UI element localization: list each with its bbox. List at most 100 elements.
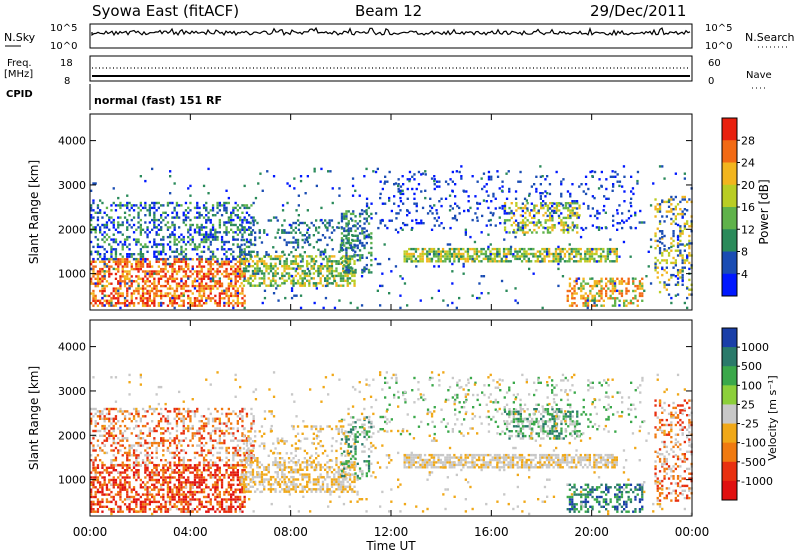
- echo-cell: [223, 206, 226, 210]
- echo-cell: [105, 486, 109, 489]
- echo-cell: [182, 240, 185, 244]
- echo-cell: [198, 260, 201, 263]
- echo-cell: [196, 505, 199, 508]
- echo-cell: [688, 239, 691, 243]
- echo-cell: [230, 508, 233, 511]
- echo-cell: [337, 260, 340, 263]
- echo-cell: [292, 246, 295, 249]
- echo-cell: [234, 488, 237, 491]
- echo-cell: [245, 260, 248, 263]
- echo-cell: [567, 209, 570, 212]
- echo-cell: [413, 202, 416, 205]
- echo-cell: [112, 260, 115, 263]
- echo-cell: [469, 247, 472, 251]
- echo-cell: [345, 222, 348, 225]
- echo-cell: [683, 195, 686, 199]
- echo-cell: [654, 239, 657, 243]
- echo-cell: [686, 287, 689, 290]
- echo-cell: [293, 177, 296, 180]
- echo-cell: [207, 233, 210, 236]
- echo-cell: [112, 510, 115, 513]
- echo-cell: [367, 271, 371, 274]
- echo-cell: [225, 267, 228, 271]
- echo-cell: [230, 279, 233, 283]
- echo-cell: [144, 280, 147, 283]
- echo-cell: [241, 257, 244, 261]
- echo-cell: [135, 493, 138, 496]
- echo-cell: [216, 204, 219, 207]
- echo-cell: [146, 466, 149, 469]
- echo-cell: [96, 250, 100, 253]
- echo-cell: [191, 292, 194, 295]
- echo-cell: [105, 427, 109, 430]
- echo-cell: [435, 252, 438, 256]
- echo-cell: [347, 237, 350, 240]
- echo-cell: [119, 498, 122, 501]
- echo-cell: [148, 263, 151, 266]
- echo-cell: [661, 259, 664, 262]
- echo-cell: [214, 481, 217, 484]
- echo-cell: [105, 432, 109, 435]
- echo-cell: [567, 216, 570, 220]
- echo-cell: [462, 262, 465, 266]
- echo-cell: [160, 420, 163, 423]
- echo-cell: [184, 500, 188, 504]
- echo-cell: [254, 219, 257, 222]
- echo-cell: [630, 190, 633, 193]
- echo-cell: [144, 508, 147, 511]
- echo-cell: [218, 304, 221, 307]
- echo-cell: [363, 266, 366, 269]
- echo-cell: [322, 257, 325, 261]
- echo-cell: [313, 167, 316, 171]
- echo-cell: [520, 252, 524, 256]
- echo-cell: [198, 473, 201, 477]
- echo-cell: [223, 490, 226, 494]
- echo-cell: [412, 252, 415, 256]
- echo-cell: [458, 170, 461, 174]
- echo-cell: [189, 194, 192, 197]
- echo-cell: [117, 490, 120, 494]
- echo-cell: [114, 240, 118, 244]
- echo-cell: [92, 476, 95, 479]
- echo-cell: [283, 253, 286, 256]
- echo-cell: [448, 255, 451, 258]
- echo-cell: [686, 256, 689, 260]
- echo-cell: [205, 486, 208, 489]
- echo-cell: [658, 290, 662, 294]
- echo-cell: [220, 498, 224, 501]
- echo-cell: [148, 508, 151, 511]
- echo-cell: [575, 255, 578, 258]
- echo-cell: [681, 243, 684, 246]
- echo-cell: [297, 228, 300, 231]
- echo-cell: [361, 271, 364, 274]
- echo-cell: [239, 248, 242, 251]
- echo-cell: [536, 250, 539, 253]
- echo-cell: [126, 201, 129, 205]
- echo-cell: [312, 260, 315, 263]
- echo-cell: [178, 253, 181, 256]
- echo-cell: [196, 270, 199, 273]
- echo-cell: [157, 422, 160, 425]
- echo-cell: [239, 495, 242, 499]
- echo-cell: [554, 257, 558, 261]
- echo-cell: [340, 261, 344, 264]
- echo-cell: [139, 175, 142, 178]
- echo-cell: [663, 286, 666, 289]
- echo-cell: [363, 175, 366, 178]
- echo-cell: [196, 201, 199, 205]
- echo-cell: [148, 432, 151, 435]
- echo-cell: [571, 292, 574, 295]
- echo-cell: [308, 234, 311, 237]
- echo-cell: [351, 219, 354, 222]
- echo-cell: [629, 226, 632, 229]
- echo-cell: [171, 265, 174, 268]
- echo-cell: [227, 498, 230, 501]
- echo-cell: [433, 175, 436, 178]
- echo-cell: [173, 297, 176, 300]
- echo-cell: [184, 483, 188, 486]
- echo-cell: [294, 221, 297, 225]
- echo-cell: [173, 270, 176, 273]
- echo-cell: [363, 234, 366, 237]
- echo-cell: [260, 272, 264, 275]
- echo-cell: [335, 260, 338, 263]
